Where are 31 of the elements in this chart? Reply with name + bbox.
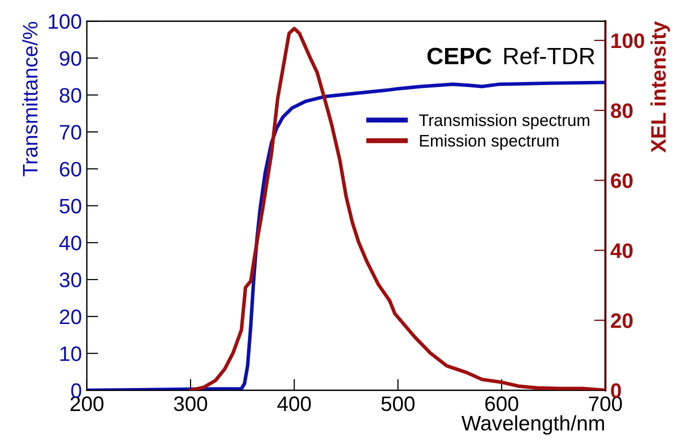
legend-label: Emission spectrum xyxy=(420,134,558,150)
y2-tick-label: 0 xyxy=(611,383,621,398)
y2-tick-label: 20 xyxy=(610,313,633,328)
x-tick-label: 600 xyxy=(485,396,518,412)
y2-tick-label: 40 xyxy=(610,243,633,258)
y-tick-label: 90 xyxy=(60,51,82,66)
y2-tick-label: 60 xyxy=(610,173,633,188)
y2-axis-title: XEL intensity xyxy=(650,21,670,153)
x-tick-label: 300 xyxy=(174,396,208,412)
y-tick-label: 0 xyxy=(71,383,82,398)
x-tick-label: 400 xyxy=(277,396,311,412)
annotation: CEPC xyxy=(427,48,492,64)
y-tick-label: 100 xyxy=(48,14,82,29)
line-series xyxy=(188,26,606,390)
y-tick-label: 40 xyxy=(59,236,82,250)
x-tick-label: 700 xyxy=(589,396,622,412)
y-tick-label: 10 xyxy=(60,346,82,362)
y-tick-label: 50 xyxy=(60,198,82,214)
y-tick-label: 30 xyxy=(60,272,82,288)
x-axis-title: Wavelength/nm xyxy=(461,415,604,435)
y-tick-label: 20 xyxy=(60,309,82,324)
x-tick-label: 500 xyxy=(381,396,415,412)
y2-tick-label: 80 xyxy=(610,103,633,118)
x-tick-label: 200 xyxy=(70,396,104,412)
legend-label: Transmission spectrum xyxy=(419,114,590,130)
y-tick-label: 60 xyxy=(60,162,82,177)
annotation: Ref-TDR xyxy=(504,47,594,64)
y-tick-label: 80 xyxy=(60,88,82,103)
y2-tick-label: 100 xyxy=(612,33,644,48)
y-tick-label: 70 xyxy=(60,124,82,140)
y-axis-title: Transmittance/% xyxy=(22,22,38,176)
